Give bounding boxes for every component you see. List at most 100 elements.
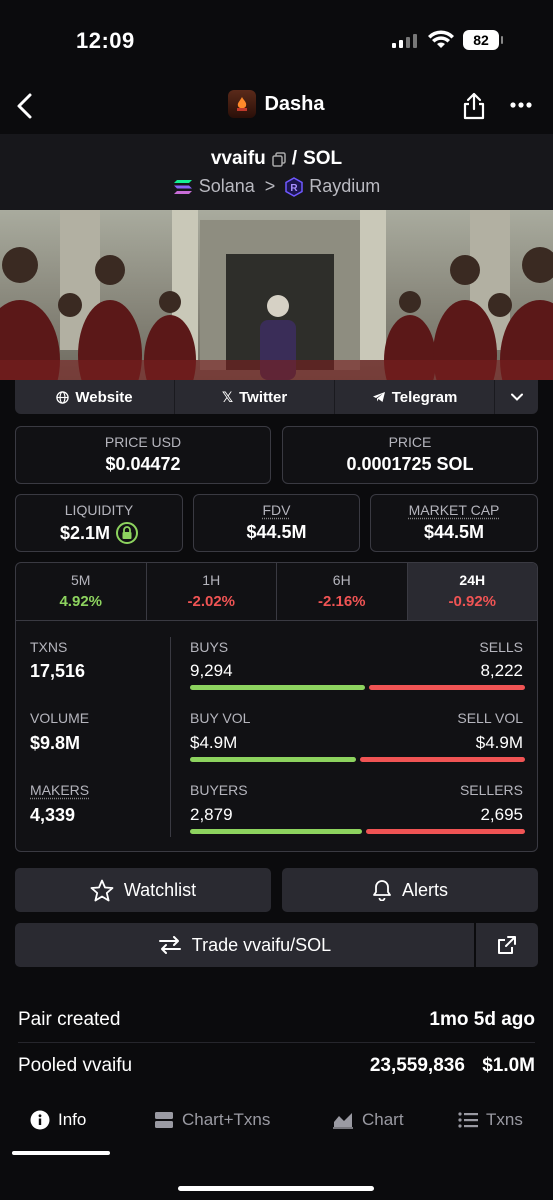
tab-change: -2.02% [187, 593, 236, 610]
home-indicator [178, 1186, 374, 1191]
buys-label: BUYS [190, 639, 229, 655]
chart-txns-icon [155, 1112, 173, 1128]
tab-label: 6H [332, 572, 351, 588]
tab-info[interactable]: Info [30, 1110, 86, 1130]
swap-icon [158, 936, 181, 954]
website-button[interactable]: Website [15, 380, 175, 414]
twitter-button[interactable]: 𝕏 Twitter [175, 380, 335, 414]
pair-header: vvaifu / SOL Solana > R Raydium [0, 134, 553, 210]
telegram-icon [372, 392, 385, 402]
share-icon[interactable] [462, 92, 486, 120]
volume-label: VOLUME [30, 710, 90, 726]
price-usd-label: PRICE USD [104, 434, 182, 450]
price-usd-card: PRICE USD $0.04472 [15, 426, 271, 484]
buyers-value: 2,879 [190, 805, 233, 824]
trade-button[interactable]: Trade vvaifu/SOL [15, 923, 474, 967]
makers-value: 4,339 [30, 805, 76, 825]
globe-icon [56, 390, 70, 404]
dex-name[interactable]: Raydium [309, 176, 381, 196]
tab-chart[interactable]: Chart [332, 1110, 404, 1130]
page-title-wrap: Dasha [0, 90, 553, 118]
pair-created-row: Pair created 1mo 5d ago [18, 997, 535, 1043]
row-value-usd: $1.0M [482, 1055, 535, 1076]
tab-change: -2.16% [317, 593, 366, 610]
tab-info-label: Info [58, 1110, 87, 1129]
tab-change: -0.92% [448, 593, 497, 610]
more-links-button[interactable] [495, 380, 538, 414]
txns-value: 17,516 [30, 661, 86, 681]
svg-text:R: R [291, 183, 299, 194]
sells-label: SELLS [479, 639, 523, 655]
watchlist-button[interactable]: Watchlist [15, 868, 271, 912]
row-values: 23,559,836 $1.0M [370, 1055, 535, 1077]
battery-icon: 82 [463, 30, 503, 50]
tab-1h[interactable]: 1H -2.02% [147, 563, 277, 620]
tab-label: 5M [71, 572, 91, 588]
copy-icon[interactable] [272, 151, 286, 167]
tab-change: 4.92% [59, 593, 103, 610]
sell-vol-bar [360, 757, 525, 762]
lock-icon[interactable] [116, 522, 139, 544]
fdv-card: FDV $44.5M [193, 494, 360, 552]
sellers-value: 2,695 [480, 805, 523, 824]
liquidity-card: LIQUIDITY $2.1M [15, 494, 183, 552]
back-icon[interactable] [14, 92, 34, 120]
buyers-label: BUYERS [190, 782, 248, 798]
x-icon: 𝕏 [221, 388, 234, 405]
tab-6h[interactable]: 6H -2.16% [277, 563, 408, 620]
nav-header: Dasha [0, 80, 553, 134]
sell-vol-label: SELL VOL [457, 710, 523, 726]
market-cap-label[interactable]: MARKET CAP [408, 502, 500, 518]
chain-name[interactable]: Solana [198, 176, 255, 196]
external-link-button[interactable] [476, 923, 538, 967]
sells-bar [369, 685, 525, 690]
makers-label[interactable]: MAKERS [30, 782, 90, 798]
liquidity-value-wrap: $2.1M [16, 522, 182, 544]
buys-value: 9,294 [190, 661, 233, 680]
buys-bar [190, 685, 365, 690]
info-icon [30, 1110, 50, 1130]
row-label: Pair created [18, 1008, 121, 1030]
tab-label: 24H [459, 572, 486, 588]
active-tab-indicator [12, 1151, 110, 1155]
pair-separator: / [291, 148, 298, 169]
twitter-label: Twitter [239, 388, 288, 406]
tab-5m[interactable]: 5M 4.92% [16, 563, 147, 620]
price-usd-value: $0.04472 [105, 454, 181, 474]
row-value: 23,559,836 [369, 1055, 465, 1076]
tab-txns[interactable]: Txns [458, 1110, 523, 1130]
tab-chart-txns-label: Chart+Txns [182, 1110, 271, 1129]
status-time: 12:09 [76, 28, 135, 53]
signal-icon [392, 34, 417, 48]
tab-24h[interactable]: 24H -0.92% [407, 563, 537, 620]
watchlist-label: Watchlist [123, 879, 197, 900]
website-label: Website [75, 388, 133, 406]
buyers-bar [190, 829, 362, 834]
tab-chart-txns[interactable]: Chart+Txns [154, 1110, 270, 1130]
stats-panel: 5M 4.92% 1H -2.02% 6H -2.16% 24H -0.92% … [15, 562, 538, 852]
stats-divider [170, 637, 171, 837]
price-native-card: PRICE 0.0001725 SOL [282, 426, 538, 484]
liquidity-value: $2.1M [59, 522, 111, 543]
market-cap-value: $44.5M [423, 522, 485, 542]
tab-label: 1H [202, 572, 221, 588]
alerts-button[interactable]: Alerts [282, 868, 538, 912]
tab-txns-label: Txns [486, 1110, 523, 1129]
alerts-label: Alerts [401, 879, 448, 900]
fdv-label[interactable]: FDV [262, 502, 291, 518]
token-logo-icon [228, 90, 257, 118]
telegram-button[interactable]: Telegram [335, 380, 495, 414]
more-icon[interactable] [510, 102, 532, 108]
bell-icon [373, 880, 391, 901]
social-links: Website 𝕏 Twitter Telegram [15, 380, 538, 414]
external-link-icon [498, 936, 516, 954]
price-native-label: PRICE [388, 434, 432, 450]
buy-vol-bar [190, 757, 356, 762]
chevron-down-icon [510, 393, 523, 401]
raydium-icon: R [285, 176, 304, 197]
list-icon [458, 1112, 478, 1128]
area-chart-icon [333, 1113, 353, 1129]
wifi-icon [428, 30, 454, 48]
star-icon [90, 879, 114, 901]
